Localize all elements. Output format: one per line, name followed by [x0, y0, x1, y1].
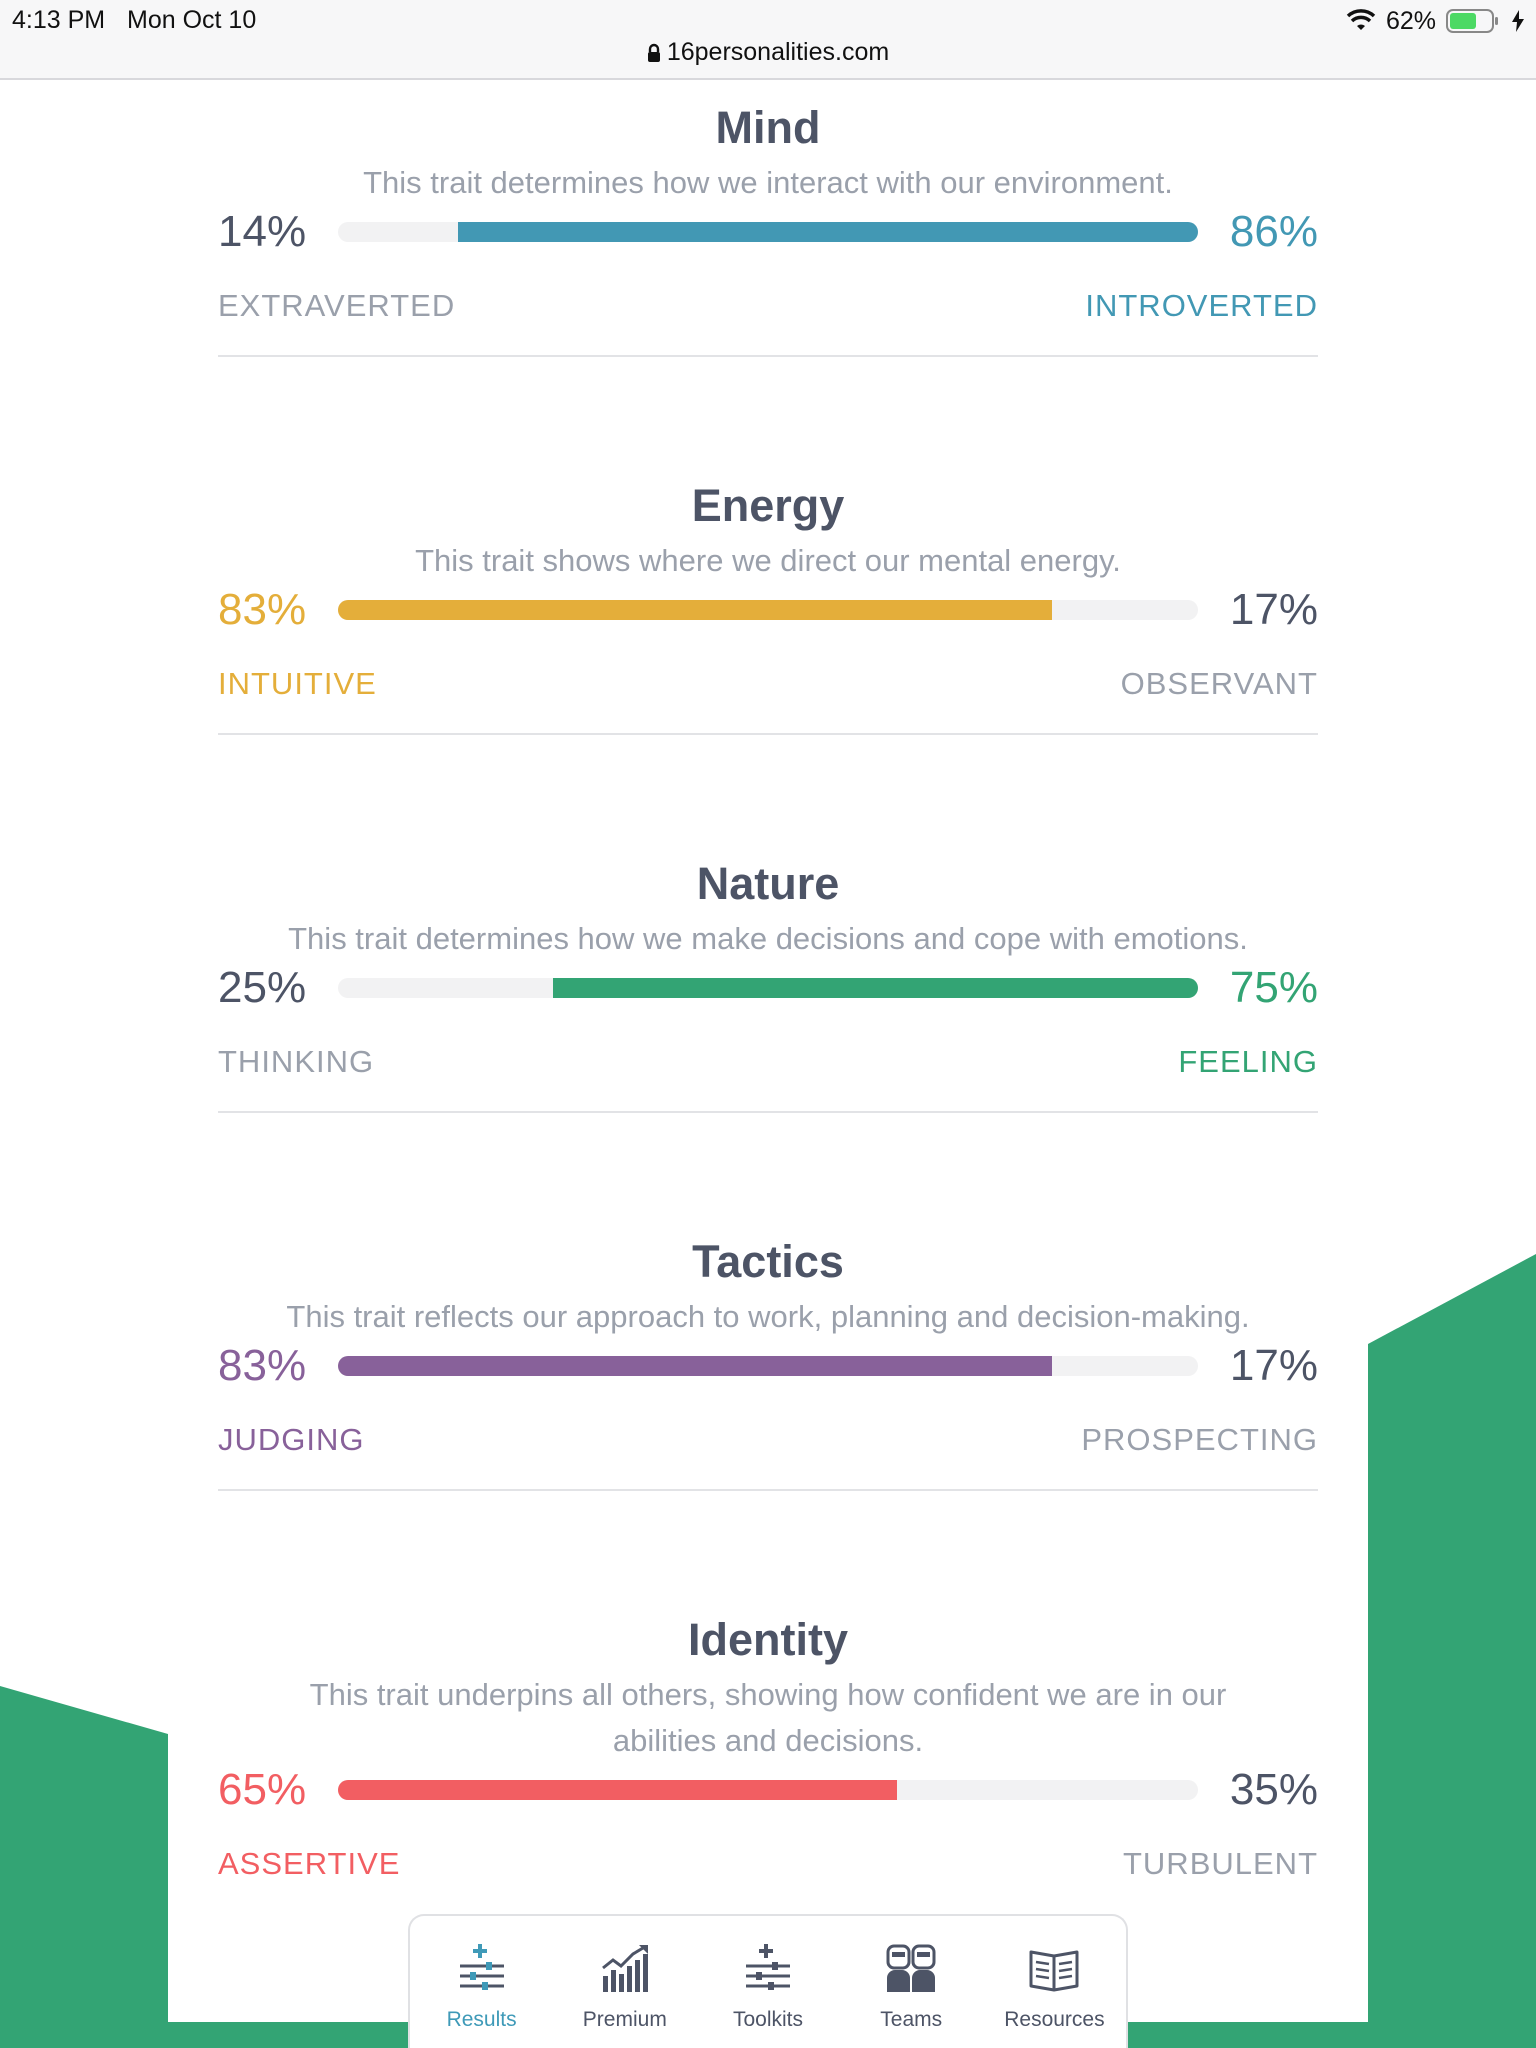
- tab-label: Toolkits: [732, 2008, 804, 2031]
- trait-bar-track: [338, 1780, 1198, 1800]
- url-text: 16personalities.com: [666, 38, 890, 66]
- wifi-icon: [1346, 9, 1376, 30]
- trait-title: Tactics: [692, 1236, 844, 1287]
- open-book-icon: [1029, 1950, 1079, 1992]
- tab-label: Premium: [582, 2008, 667, 2031]
- green-bg-left: [0, 1686, 168, 2048]
- trait-divider: [218, 1489, 1318, 1491]
- trait-title: Mind: [715, 102, 821, 153]
- trait-right-percent: 17%: [1229, 1341, 1318, 1390]
- people-icon: [886, 1944, 936, 1992]
- bottom-tab-bar: Results Premium Toolkits: [408, 1914, 1128, 2048]
- trait-right-percent: 75%: [1229, 963, 1318, 1012]
- battery-icon: [1446, 9, 1498, 33]
- trait-right-percent: 17%: [1229, 585, 1318, 634]
- trait-right-label: FEELING: [1178, 1044, 1318, 1079]
- trait-left-label: JUDGING: [218, 1422, 365, 1457]
- traits-card: Mind This trait determines how we intera…: [168, 80, 1368, 2022]
- sliders-plus-icon: [746, 1944, 790, 1990]
- browser-status-bar: 4:13 PM Mon Oct 10 62% 16personalities.c…: [0, 0, 1536, 80]
- status-date: Mon Oct 10: [127, 6, 257, 34]
- tab-label: Results: [446, 2008, 517, 2031]
- trait-description: This trait determines how we interact wi…: [363, 165, 1173, 200]
- tab-toolkits[interactable]: Toolkits: [696, 1942, 839, 2048]
- tab-teams[interactable]: Teams: [840, 1942, 983, 2048]
- trait-right-label: OBSERVANT: [1120, 666, 1318, 701]
- tab-resources[interactable]: Resources: [983, 1942, 1126, 2048]
- trait-divider: [218, 355, 1318, 357]
- trait-bar-fill: [338, 1780, 897, 1800]
- trait-tactics: Tactics This trait reflects our approach…: [218, 1236, 1318, 1596]
- trait-left-label: EXTRAVERTED: [218, 288, 456, 323]
- sliders-plus-icon: [459, 1944, 504, 1990]
- status-time: 4:13 PM: [12, 6, 106, 34]
- trait-bar-fill: [458, 222, 1198, 242]
- green-bg-right: [1368, 1254, 1536, 2048]
- trait-description: This trait shows where we direct our men…: [415, 543, 1121, 578]
- lock-icon: [647, 43, 660, 62]
- trait-description: This trait reflects our approach to work…: [286, 1299, 1250, 1334]
- trait-right-label: INTROVERTED: [1085, 288, 1318, 323]
- charging-bolt-icon: [1512, 10, 1524, 32]
- trait-left-label: ASSERTIVE: [218, 1846, 401, 1881]
- trait-bar-track: [338, 1356, 1198, 1376]
- bar-chart-trend-icon: [601, 1945, 648, 1992]
- tab-results[interactable]: Results: [410, 1942, 553, 2048]
- trait-left-percent: 83%: [218, 585, 307, 634]
- trait-left-percent: 65%: [218, 1765, 307, 1814]
- tab-label: Teams: [880, 2008, 943, 2031]
- status-indicators: 62%: [1346, 6, 1524, 36]
- trait-left-percent: 83%: [218, 1341, 307, 1390]
- trait-divider: [218, 1111, 1318, 1113]
- trait-description-line-1: This trait underpins all others, showing…: [309, 1677, 1227, 1712]
- trait-title: Energy: [691, 480, 845, 531]
- trait-left-label: INTUITIVE: [218, 666, 377, 701]
- trait-bar-fill: [553, 978, 1198, 998]
- trait-title: Nature: [696, 858, 840, 909]
- url-bar[interactable]: 16personalities.com: [0, 38, 1536, 67]
- trait-energy: Energy This trait shows where we direct …: [218, 480, 1318, 840]
- trait-right-label: TURBULENT: [1122, 1846, 1318, 1881]
- trait-right-percent: 35%: [1229, 1765, 1318, 1814]
- trait-divider: [218, 733, 1318, 735]
- trait-bar-fill: [338, 1356, 1052, 1376]
- trait-nature: Nature This trait determines how we make…: [218, 858, 1318, 1218]
- trait-identity: Identity This trait underpins all others…: [218, 1614, 1318, 2014]
- trait-bar-fill: [338, 600, 1052, 620]
- battery-percent: 62%: [1385, 6, 1436, 35]
- trait-description: This trait determines how we make decisi…: [288, 921, 1248, 956]
- trait-description-line-2: abilities and decisions.: [612, 1723, 924, 1758]
- trait-right-label: PROSPECTING: [1081, 1422, 1318, 1457]
- trait-left-percent: 25%: [218, 963, 307, 1012]
- trait-bar-track: [338, 222, 1198, 242]
- tab-premium[interactable]: Premium: [553, 1942, 696, 2048]
- trait-mind: Mind This trait determines how we intera…: [218, 102, 1318, 462]
- trait-bar-track: [338, 600, 1198, 620]
- trait-bar-track: [338, 978, 1198, 998]
- trait-title: Identity: [687, 1614, 848, 1665]
- tab-label: Resources: [1004, 2008, 1105, 2031]
- trait-right-percent: 86%: [1229, 207, 1318, 256]
- trait-left-percent: 14%: [218, 207, 307, 256]
- trait-left-label: THINKING: [218, 1044, 375, 1079]
